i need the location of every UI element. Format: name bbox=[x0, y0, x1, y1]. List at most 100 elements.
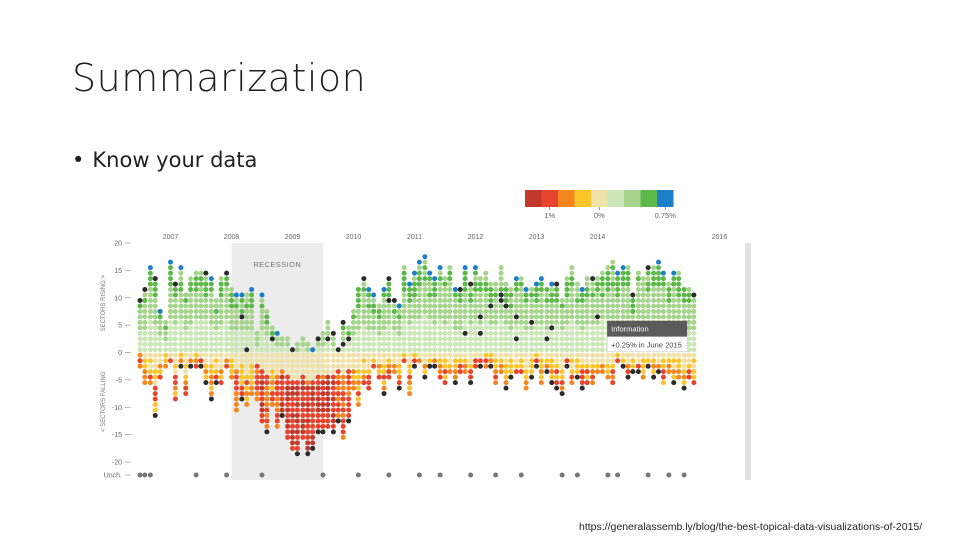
data-dot bbox=[442, 281, 448, 287]
data-dot bbox=[229, 363, 234, 369]
data-dot bbox=[178, 303, 184, 309]
data-dot bbox=[554, 314, 560, 320]
data-dot bbox=[294, 391, 300, 397]
data-dot bbox=[269, 336, 275, 342]
data-dot bbox=[391, 330, 397, 336]
y-label-falling: < SECTORS FALLING bbox=[101, 371, 107, 432]
data-dot bbox=[401, 358, 407, 364]
data-dot bbox=[274, 374, 280, 380]
data-dot bbox=[290, 352, 295, 358]
data-dot bbox=[335, 358, 341, 364]
data-dot bbox=[320, 407, 326, 413]
data-dot bbox=[137, 358, 143, 364]
data-dot bbox=[407, 303, 413, 309]
data-dot bbox=[620, 297, 626, 303]
data-dot bbox=[538, 352, 544, 358]
legend-label: 0.75% bbox=[655, 211, 677, 220]
data-dot bbox=[163, 358, 169, 364]
data-dot bbox=[391, 358, 397, 364]
data-dot bbox=[656, 265, 661, 271]
data-dot bbox=[412, 281, 417, 287]
data-dot bbox=[366, 330, 372, 336]
data-dot bbox=[529, 374, 535, 380]
data-dot bbox=[401, 297, 407, 303]
data-dot bbox=[529, 325, 535, 331]
data-dot bbox=[203, 341, 209, 347]
data-dot bbox=[203, 319, 209, 325]
data-dot bbox=[477, 336, 483, 342]
data-dot bbox=[269, 380, 275, 386]
data-dot bbox=[477, 330, 483, 336]
data-dot bbox=[386, 292, 392, 298]
data-dot bbox=[538, 292, 544, 298]
data-dot bbox=[305, 369, 311, 375]
data-dot bbox=[493, 363, 499, 369]
data-dot bbox=[279, 352, 285, 358]
data-dot bbox=[239, 391, 245, 397]
data-dot bbox=[285, 380, 291, 386]
data-dot bbox=[188, 308, 194, 314]
data-dot bbox=[294, 352, 300, 358]
data-dot bbox=[244, 325, 250, 331]
data-dot bbox=[330, 402, 336, 408]
data-dot bbox=[635, 352, 641, 358]
data-dot bbox=[396, 369, 402, 375]
y-tick-label: 5 bbox=[118, 323, 122, 330]
data-dot bbox=[666, 297, 672, 303]
data-dot bbox=[193, 314, 199, 320]
data-dot bbox=[229, 336, 234, 342]
data-dot bbox=[300, 363, 306, 369]
data-dot bbox=[686, 352, 692, 358]
data-dot bbox=[172, 347, 178, 353]
data-dot bbox=[554, 336, 560, 342]
data-dot bbox=[244, 358, 250, 364]
data-dot bbox=[335, 418, 341, 424]
source-link[interactable]: https://generalassemb.ly/blog/the-best-t… bbox=[579, 521, 923, 533]
y-tick-label: -5 bbox=[116, 377, 122, 384]
data-dot bbox=[666, 292, 672, 298]
data-dot bbox=[249, 374, 255, 380]
data-dot bbox=[595, 314, 600, 320]
data-dot bbox=[163, 336, 169, 342]
data-dot bbox=[615, 292, 621, 298]
data-dot bbox=[610, 276, 616, 282]
data-dot bbox=[152, 319, 158, 325]
data-dot bbox=[259, 412, 265, 418]
data-dot bbox=[508, 347, 514, 353]
data-dot bbox=[300, 358, 306, 364]
data-dot bbox=[346, 336, 352, 342]
data-dot bbox=[157, 341, 163, 347]
data-dot bbox=[610, 363, 616, 369]
data-dot bbox=[152, 281, 158, 287]
data-dot bbox=[610, 287, 616, 293]
data-dot bbox=[645, 287, 651, 293]
data-dot bbox=[269, 347, 275, 353]
data-dot bbox=[361, 314, 367, 320]
data-dot bbox=[447, 363, 453, 369]
data-dot bbox=[274, 385, 280, 391]
data-dot bbox=[376, 341, 382, 347]
data-dot bbox=[285, 402, 291, 408]
data-dot bbox=[355, 391, 361, 397]
data-dot bbox=[152, 407, 158, 413]
data-dot bbox=[157, 358, 163, 364]
data-dot bbox=[468, 330, 474, 336]
data-dot bbox=[381, 330, 387, 336]
data-dot bbox=[508, 374, 514, 380]
data-dot bbox=[300, 396, 306, 402]
data-dot bbox=[447, 347, 453, 353]
data-dot bbox=[346, 418, 352, 424]
data-dot bbox=[290, 358, 295, 364]
data-dot bbox=[340, 347, 346, 353]
data-dot bbox=[513, 287, 519, 293]
data-dot bbox=[310, 363, 316, 369]
data-dot bbox=[152, 341, 158, 347]
data-dot bbox=[269, 325, 275, 331]
data-dot bbox=[335, 352, 341, 358]
data-dot bbox=[473, 352, 478, 358]
data-dot bbox=[483, 341, 489, 347]
data-dot bbox=[686, 330, 692, 336]
data-dot bbox=[233, 308, 239, 314]
data-dot bbox=[325, 385, 331, 391]
data-dot bbox=[340, 391, 346, 397]
